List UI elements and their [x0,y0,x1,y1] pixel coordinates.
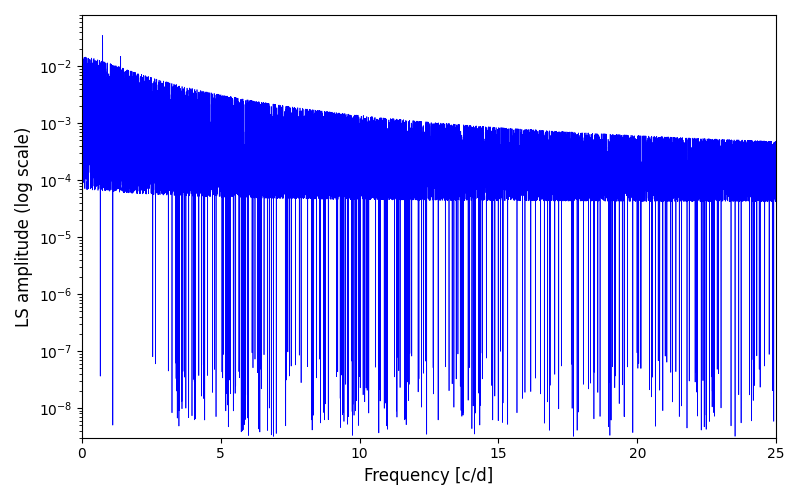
X-axis label: Frequency [c/d]: Frequency [c/d] [364,467,494,485]
Y-axis label: LS amplitude (log scale): LS amplitude (log scale) [15,126,33,326]
